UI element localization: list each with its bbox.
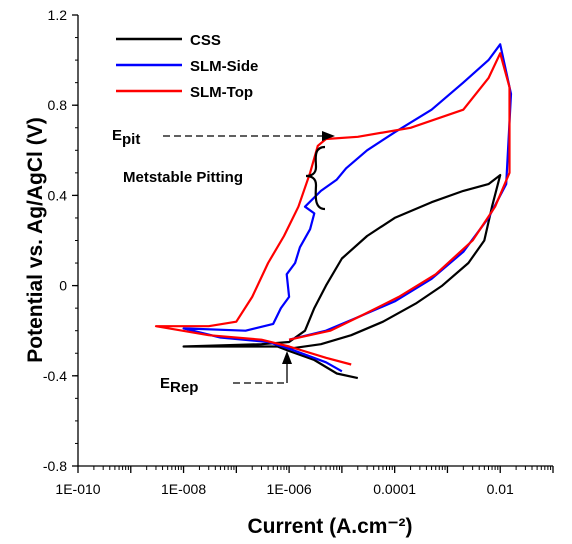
legend-label-css: CSS [190,32,221,49]
y-tick-label: 0.4 [48,187,68,203]
annotations: Epit Metstable Pitting ERep [112,127,335,396]
metastable-pitting-label: Metstable Pitting [123,169,243,186]
erep-arrow-head [282,351,292,364]
y-tick-label: 1.2 [48,7,68,23]
erep-label: ERep [160,375,198,396]
y-tick-label: 0.8 [48,97,68,113]
axes: -0.8 -0.4 0 0.4 0.8 1.2 1E-010 1E-008 1E-006 0.00… [43,7,554,497]
x-tick-label: 1E-008 [161,481,206,497]
series-css [182,174,502,380]
x-axis-title: Current (A.cm⁻²) [247,515,412,538]
y-axis-title: Potential vs. Ag/AgCl (V) [24,117,47,362]
epit-label: Epit [112,127,140,148]
legend: CSS SLM-Side SLM-Top [116,32,258,101]
x-tick-label: 1E-006 [267,481,312,497]
metastable-brace [305,145,326,211]
legend-label-slm-side: SLM-Side [190,58,258,75]
x-tick-label: 0.0001 [373,481,416,497]
y-tick-label: 0 [59,278,67,294]
y-tick-label: -0.8 [43,458,67,474]
legend-label-slm-top: SLM-Top [190,84,253,101]
epit-arrow-head [322,131,335,141]
y-tick-label: -0.4 [43,368,67,384]
x-tick-label: 1E-010 [55,481,100,497]
x-tick-label: 0.01 [487,481,514,497]
